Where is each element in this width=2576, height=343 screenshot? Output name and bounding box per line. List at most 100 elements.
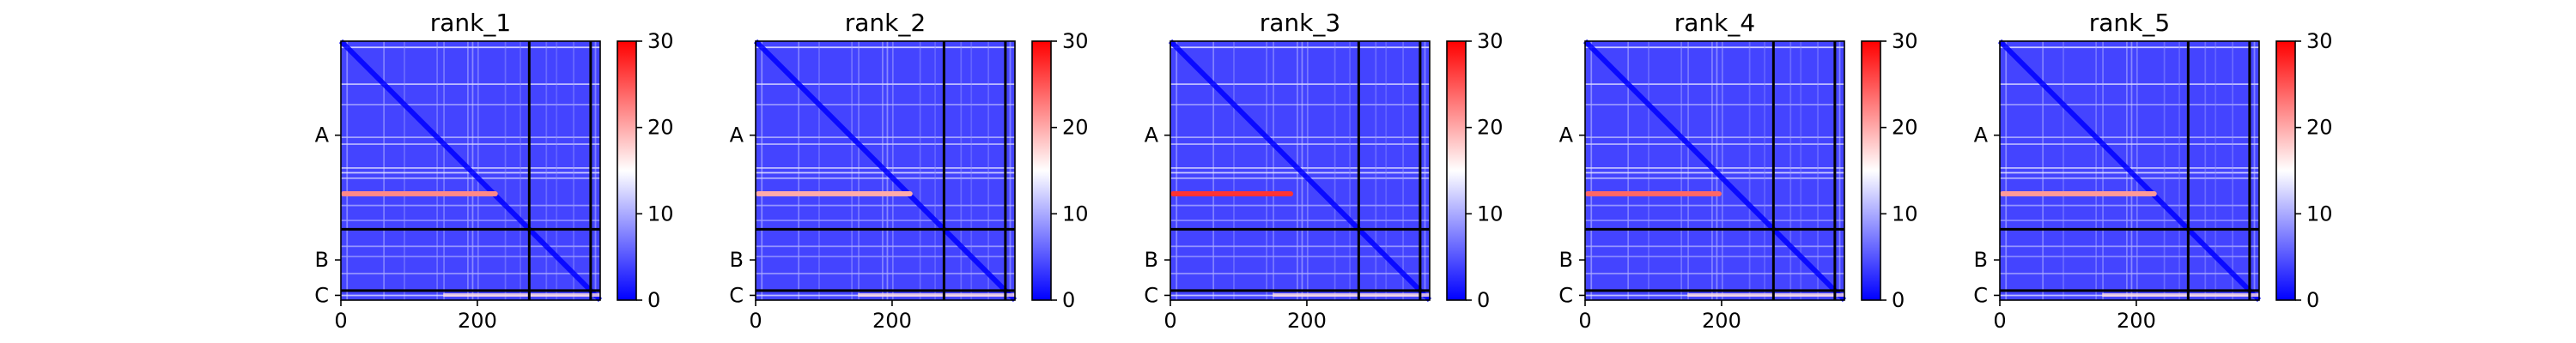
heatmap-column-band <box>1266 41 1268 300</box>
heatmap-row-band <box>2000 46 2259 49</box>
heatmap-diagonal <box>753 39 1018 303</box>
colorbar <box>1032 41 1051 300</box>
heatmap-row-band <box>1170 245 1430 248</box>
heatmap-column-band <box>2204 41 2207 300</box>
heatmap-column-band <box>1648 41 1649 300</box>
x-tick-label: 200 <box>1702 309 1741 333</box>
colorbar-tick-label: 20 <box>647 116 674 140</box>
heatmap-row-band <box>341 204 600 207</box>
colorbar-tick-label: 10 <box>1892 202 1918 226</box>
x-tick-label: 200 <box>872 309 912 333</box>
colorbar-tick-label: 30 <box>2306 29 2333 53</box>
colorbar-frame <box>1031 40 1052 301</box>
heatmap-column-band <box>970 41 973 300</box>
heatmap-column-band <box>1009 41 1012 300</box>
heatmap-row-band <box>1170 256 1430 258</box>
chain-label: A <box>1559 123 1574 147</box>
colorbar <box>2276 41 2295 300</box>
heatmap-row-band <box>2000 104 2259 105</box>
heatmap-row-band <box>756 46 1015 49</box>
heatmap-column-band <box>818 41 820 300</box>
heatmap-chain-c-band <box>1273 293 1430 298</box>
colorbar-tick-label: 30 <box>647 29 674 53</box>
heatmap-row-band <box>1585 273 1844 274</box>
heatmap-column-band <box>1349 41 1351 300</box>
heatmap-column-band <box>383 41 386 300</box>
heatmap-row-band <box>341 177 600 179</box>
heatmap-column-band <box>1627 41 1630 300</box>
chain-label: B <box>1559 248 1573 272</box>
heatmap-diagonal <box>1583 39 1847 303</box>
heatmap-row-band <box>1585 143 1844 145</box>
heatmap-column-band <box>573 41 574 300</box>
heatmap-high-error-row <box>2000 191 2157 197</box>
colorbar-frame <box>2275 40 2296 301</box>
heatmap-row-band <box>2000 220 2259 221</box>
heatmap-column-band <box>1789 41 1792 300</box>
colorbar <box>1447 41 1466 300</box>
heatmap-column-band <box>960 41 963 300</box>
heatmap-row-band <box>1585 136 1844 139</box>
colorbar-tick-label: 20 <box>1892 116 1918 140</box>
heatmap-column-band <box>987 41 989 300</box>
colorbar-frame <box>1446 40 1467 301</box>
heatmap-row-band <box>341 143 600 145</box>
heatmap-row-band <box>341 245 600 248</box>
heatmap-row-band <box>756 143 1015 145</box>
heatmap-row-band <box>2000 245 2259 248</box>
heatmap-column-band <box>2063 41 2064 300</box>
heatmap-column-band <box>545 41 548 300</box>
heatmap-row-band <box>2000 256 2259 258</box>
heatmap-row-band <box>341 136 600 139</box>
heatmap-column-band <box>1817 41 1819 300</box>
heatmap-high-error-row <box>1170 191 1294 197</box>
heatmap-row-band <box>1170 177 1430 179</box>
heatmap-column-band <box>1748 41 1751 300</box>
heatmap-column-band <box>1306 41 1309 300</box>
heatmap-column-band <box>1402 41 1404 300</box>
heatmap-column-band <box>851 41 854 300</box>
chain-label: C <box>1144 283 1158 307</box>
heatmap-row-band <box>756 177 1015 179</box>
chain-label: A <box>730 123 744 147</box>
colorbar-tick-label: 20 <box>1062 116 1089 140</box>
colorbar-frame <box>617 40 637 301</box>
heatmap-column-band <box>404 41 405 300</box>
heatmap-column-band <box>1590 41 1593 300</box>
panel-title: rank_2 <box>845 9 926 37</box>
heatmap-diagonal <box>338 39 603 303</box>
heatmap-chain-c-band <box>858 293 1015 298</box>
panel-title: rank_5 <box>2089 9 2170 37</box>
heatmap-column-band <box>798 41 800 300</box>
heatmap-row-band <box>341 220 600 221</box>
heatmap-column-band <box>1233 41 1235 300</box>
heatmap-column-band <box>2042 41 2044 300</box>
heatmap-column-band <box>594 41 597 300</box>
heatmap-row-band <box>2000 83 2259 86</box>
x-tick-label: 200 <box>1287 309 1327 333</box>
colorbar-tick-label: 30 <box>1477 29 1504 53</box>
plot-frame <box>1584 40 1845 301</box>
chain-label: B <box>730 248 744 272</box>
heatmap-row-band <box>2000 204 2259 207</box>
heatmap-column-band <box>436 41 439 300</box>
heatmap-row-band <box>1585 245 1844 248</box>
heatmap-row-band <box>1585 46 1844 49</box>
plot-frame <box>755 40 1016 301</box>
heatmap-column-band <box>556 41 558 300</box>
chain-label: B <box>1974 248 1988 272</box>
heatmap-column-band <box>1687 41 1689 300</box>
x-tick-label: 200 <box>458 309 497 333</box>
heatmap-column-band <box>1273 41 1274 300</box>
colorbar-tick-label: 20 <box>2306 116 2333 140</box>
heatmap-row-band <box>756 256 1015 258</box>
heatmap-row-band <box>2000 177 2259 179</box>
heatmap-row-band <box>1170 83 1430 86</box>
heatmap-chain-c-band <box>1687 293 1844 298</box>
heatmap-column-band <box>1838 41 1841 300</box>
heatmap-row-band <box>2000 136 2259 139</box>
colorbar-tick-label: 20 <box>1477 116 1504 140</box>
